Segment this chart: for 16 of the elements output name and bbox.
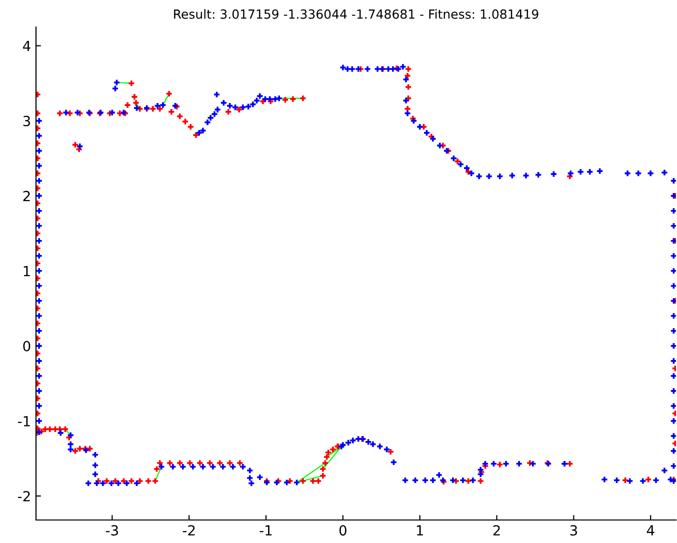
x-tick-label: -1 [260, 525, 272, 536]
y-tick-label: 0 [23, 340, 30, 352]
y-tick-label: -2 [18, 490, 30, 502]
x-tick-label: 2 [493, 525, 500, 536]
y-tick-label: 4 [22, 40, 30, 52]
x-tick-label: 3 [570, 525, 577, 536]
chart-title: Result: 3.017159 -1.336044 -1.748681 - Fitness: 1.081419 [174, 9, 538, 19]
y-tick-label: 3 [23, 116, 30, 126]
x-tick-label: 0 [339, 525, 346, 536]
x-tick-label: -3 [106, 525, 118, 536]
y-tick-label: 2 [23, 190, 30, 202]
x-tick-label: -2 [182, 525, 195, 536]
x-tick-label: 1 [416, 525, 423, 536]
x-tick-label: 4 [646, 525, 654, 536]
y-tick-label: 1 [24, 266, 30, 276]
y-tick-label: -1 [18, 416, 30, 426]
